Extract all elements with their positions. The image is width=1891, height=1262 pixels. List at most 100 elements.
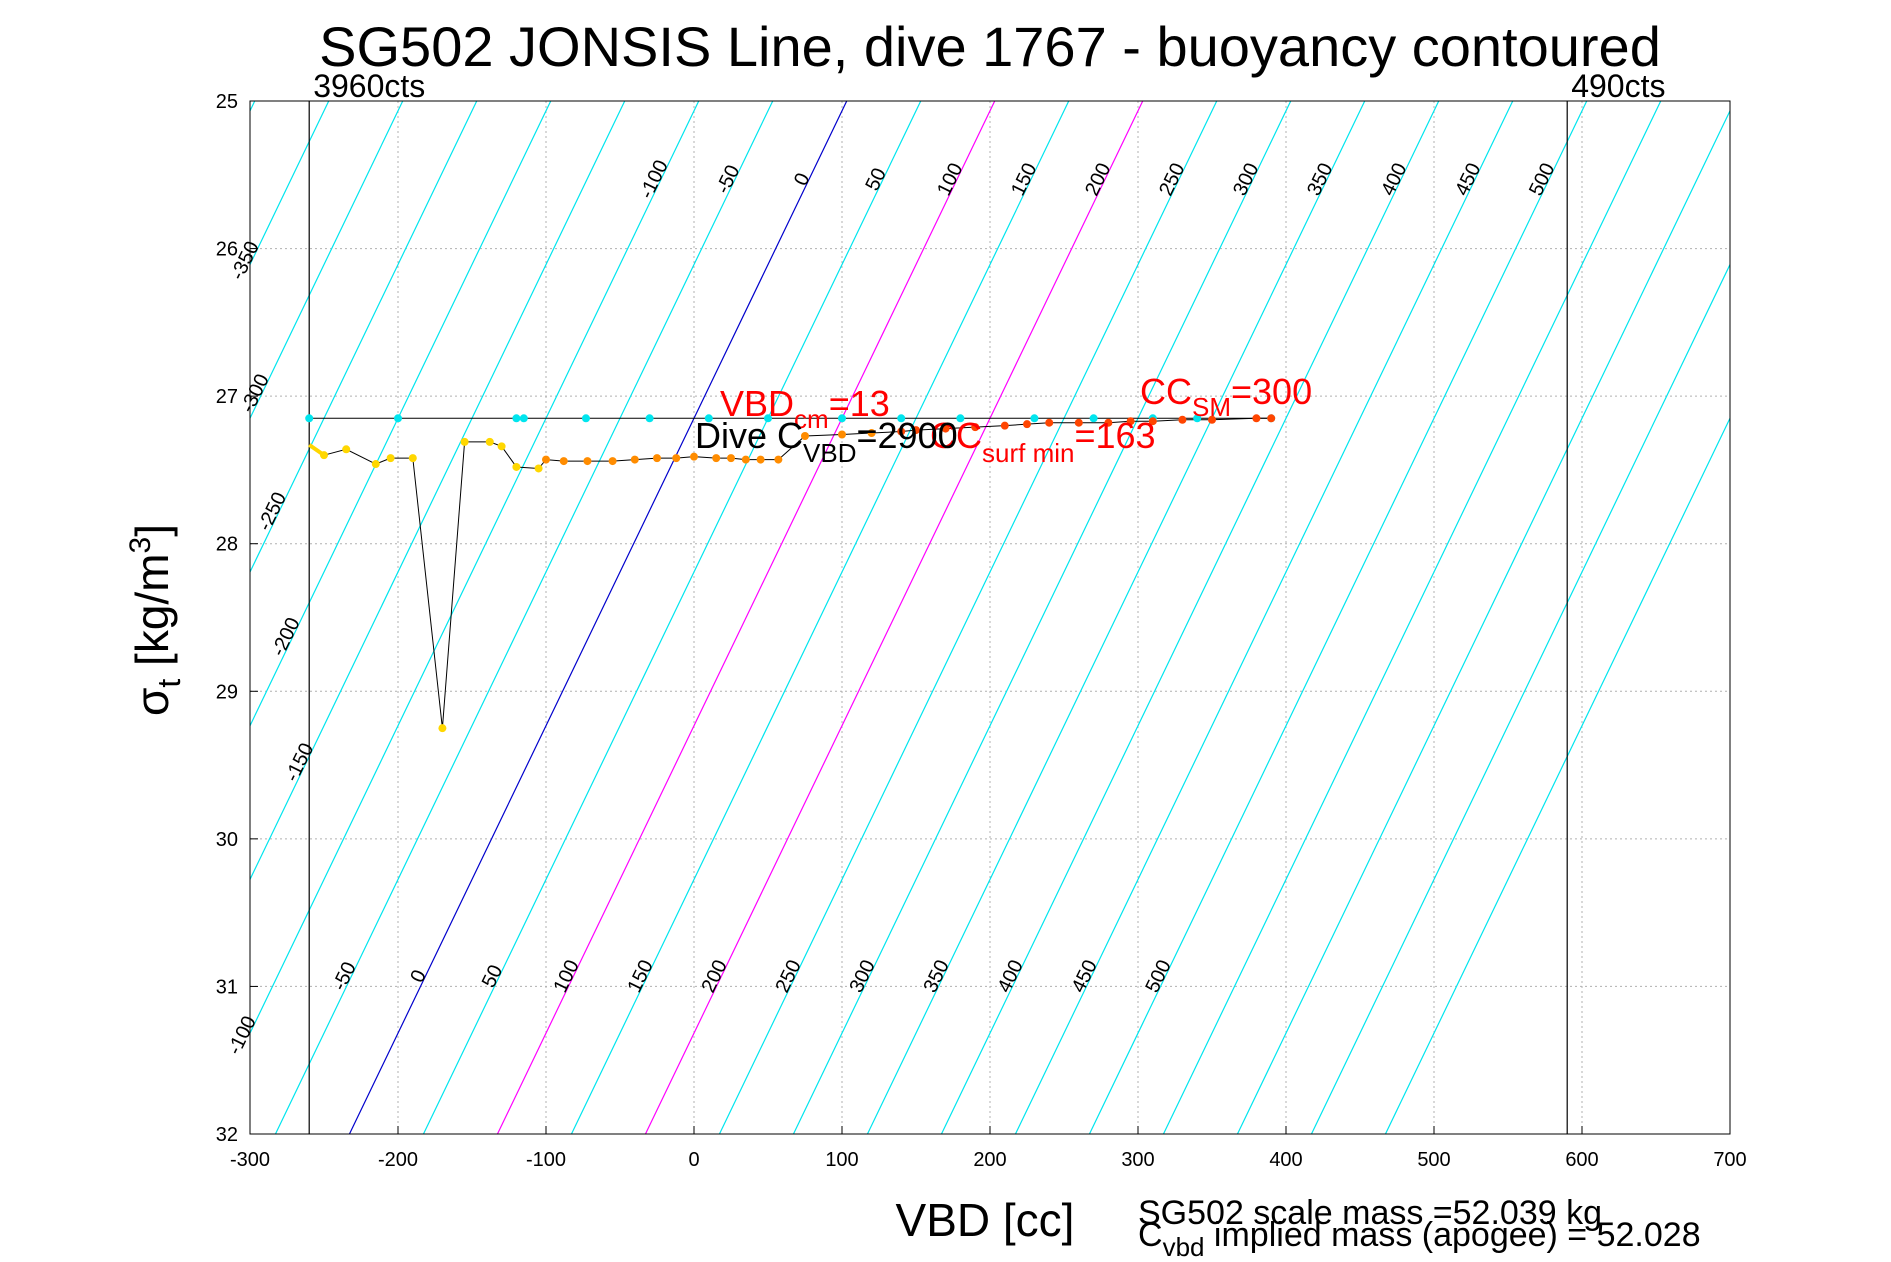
- x-tick-label: 500: [1417, 1149, 1450, 1171]
- descent-point: [512, 414, 521, 423]
- contour-line: [250, 101, 404, 420]
- ascent-point: [756, 455, 765, 464]
- y-axis-sigma: σ: [126, 688, 178, 716]
- x-tick-label: 200: [973, 1149, 1006, 1171]
- x-axis-label: VBD [cc]: [896, 1194, 1075, 1246]
- contour-line: [792, 101, 1292, 1134]
- ascent-point: [801, 431, 809, 440]
- ascent-point: [408, 454, 417, 463]
- contour-line: [940, 101, 1440, 1134]
- scale-mass-text: SG502 scale mass =52.039 kg: [1138, 1194, 1602, 1232]
- ascent-point: [542, 455, 550, 464]
- contour-line: [0, 101, 107, 1134]
- annotation-dive-c-vbd: Dive CVBD=2900: [695, 415, 958, 468]
- ascent-point: [630, 455, 639, 464]
- contour-line: [348, 101, 848, 1134]
- ascent-point: [941, 424, 950, 433]
- descent-point: [897, 414, 906, 423]
- contour-line: [1310, 263, 1730, 1134]
- ascent-point: [741, 455, 750, 464]
- contour-line: [644, 101, 1144, 1134]
- ascent-point: [971, 423, 980, 432]
- contour-line: [422, 101, 922, 1134]
- descent-point: [519, 414, 528, 423]
- y-tick-labels: 25 26 27 28 29 30 31 32: [216, 91, 258, 1146]
- ascent-point: [727, 454, 735, 463]
- count-marker-label: 490cts: [1571, 68, 1665, 104]
- ascent-point: [497, 442, 506, 451]
- y-tick-label: 27: [216, 386, 238, 408]
- descent-point: [704, 414, 713, 423]
- ascent-point: [1104, 418, 1113, 427]
- descent-point: [581, 414, 590, 423]
- contour-line: [250, 101, 552, 728]
- contour-line: [250, 101, 700, 1035]
- x-tick-labels: -300 -200 -100 0 100 200 300 400 500 600 700: [230, 1126, 1747, 1171]
- y-tick-label: 25: [216, 91, 238, 113]
- ascent-point: [583, 457, 592, 466]
- annotation-cc-sm: CCSM=300: [1140, 371, 1312, 422]
- count-markers: 3960cts 490cts: [308, 68, 1665, 1134]
- ascent-point: [485, 437, 494, 446]
- descent-point: [645, 414, 654, 423]
- ascent-point: [386, 454, 395, 463]
- ascent-point: [1126, 417, 1135, 426]
- descent-point: [764, 414, 772, 423]
- ascent-point: [712, 454, 721, 463]
- x-tick-label: 0: [688, 1149, 699, 1171]
- descent-point: [956, 414, 965, 423]
- ascent-point: [867, 429, 876, 438]
- contour-line: [1088, 101, 1588, 1134]
- descent-point: [305, 414, 314, 423]
- x-tick-label: 600: [1565, 1149, 1598, 1171]
- ascent-point: [320, 451, 328, 460]
- dive-series: [305, 414, 1276, 733]
- annotation-cc-surf-min: CCsurf min=163: [930, 415, 1156, 468]
- chart-title: SG502 JONSIS Line, dive 1767 - buoyancy …: [319, 15, 1661, 78]
- descent-point: [838, 414, 846, 423]
- ascent-point: [897, 427, 906, 436]
- ascent-point: [1148, 417, 1157, 426]
- y-axis-unit-sup: 3: [124, 537, 157, 554]
- ascent-point: [1208, 415, 1216, 424]
- y-tick-label: 32: [216, 1124, 238, 1146]
- ascent-point: [460, 437, 469, 446]
- x-tick-label: 300: [1121, 1149, 1154, 1171]
- ascent-point: [371, 460, 380, 469]
- y-tick-label: 29: [216, 681, 238, 703]
- ascent-point: [534, 464, 543, 473]
- y-tick-label: 30: [216, 829, 238, 851]
- contour-line: [718, 101, 1218, 1134]
- descent-point: [1030, 414, 1039, 423]
- x-tick-label: -200: [378, 1149, 418, 1171]
- implied-mass-text: Cvbd implied mass (apogee) = 52.028: [1138, 1216, 1701, 1262]
- ascent-point: [672, 454, 681, 463]
- contour-line: [250, 101, 626, 881]
- x-tick-label: -300: [230, 1149, 270, 1171]
- x-tick-label: 400: [1269, 1149, 1302, 1171]
- contour-line: [1014, 101, 1514, 1134]
- contour-line: [1236, 109, 1730, 1134]
- ascent-point: [774, 455, 783, 464]
- x-tick-label: 700: [1713, 1149, 1746, 1171]
- y-axis-unit-close: ]: [126, 524, 178, 537]
- y-axis-unit: [kg/m: [126, 553, 178, 678]
- contour-line: [1384, 416, 1730, 1134]
- ascent-point: [1023, 420, 1031, 429]
- ascent-point: [608, 457, 617, 466]
- x-tick-label: -100: [526, 1149, 566, 1171]
- ascent-point: [1045, 418, 1054, 427]
- ascent-point: [1178, 415, 1187, 424]
- y-axis-sub: t: [151, 679, 187, 688]
- contour-line: [250, 101, 478, 574]
- contour-line: [866, 101, 1366, 1134]
- ascent-point: [653, 454, 661, 463]
- descent-point: [1089, 414, 1098, 423]
- ascent-point: [1252, 414, 1261, 423]
- contour-line: [274, 101, 774, 1134]
- y-tick-label: 28: [216, 534, 238, 556]
- y-tick-label: 26: [216, 239, 238, 261]
- y-tick-label: 31: [216, 976, 238, 998]
- ascent-point: [438, 724, 447, 733]
